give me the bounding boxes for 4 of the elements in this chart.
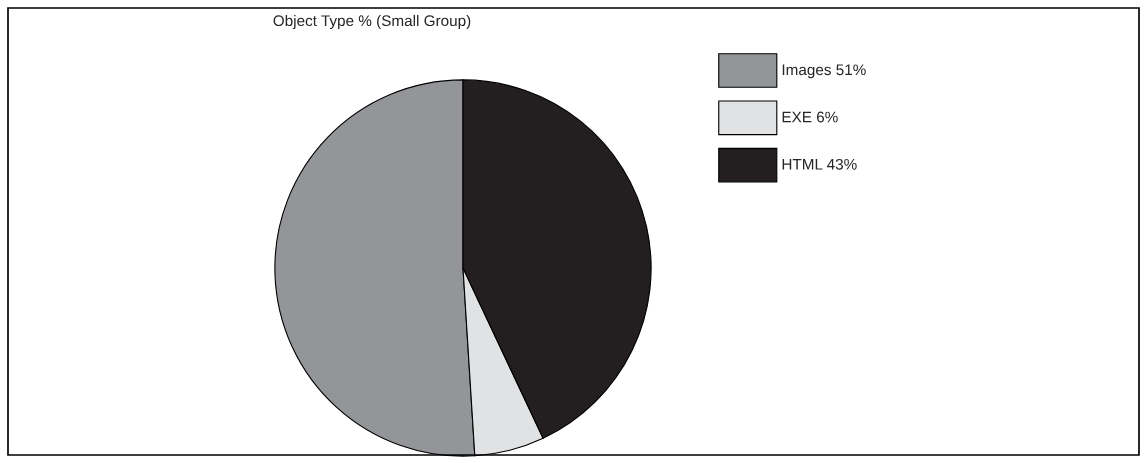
chart-title: Object Type % (Small Group) xyxy=(273,14,471,30)
legend-label: Images 51% xyxy=(782,64,866,79)
legend-label: HTML 43% xyxy=(782,158,857,170)
legend-label: EXE 6% xyxy=(782,111,838,123)
